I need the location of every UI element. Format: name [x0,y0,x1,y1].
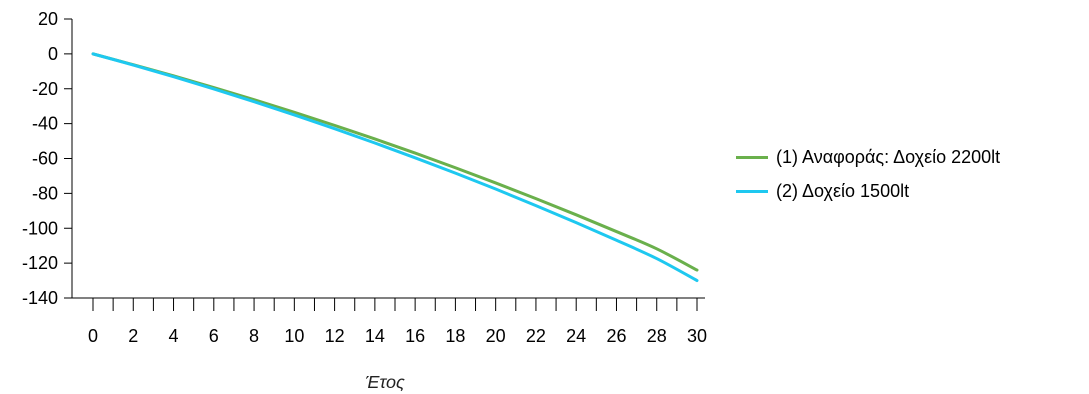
legend-item-series-1: (1) Αναφοράς: Δοχείο 2200lt [736,140,1000,174]
y-tick-label: 20 [38,9,58,29]
y-tick-label: -80 [32,183,58,203]
y-tick-label: -40 [32,114,58,134]
x-tick-label: 24 [566,326,586,346]
y-tick-label: -140 [22,288,58,308]
legend: (1) Αναφοράς: Δοχείο 2200lt (2) Δοχείο 1… [736,140,1000,208]
y-tick-label: 0 [48,44,58,64]
series-lines [91,52,699,283]
legend-swatch-series-2 [736,189,768,193]
x-tick-label: 8 [249,326,259,346]
x-tick-label: 14 [365,326,385,346]
x-tick-label: 20 [486,326,506,346]
x-tick-label: 16 [405,326,425,346]
legend-item-series-2: (2) Δοχείο 1500lt [736,174,1000,208]
x-tick-label: 4 [169,326,179,346]
x-tick-label: 6 [209,326,219,346]
x-tick-label: 18 [445,326,465,346]
y-tick-label: -120 [22,253,58,273]
x-tick-label: 10 [284,326,304,346]
x-tick-label: 26 [606,326,626,346]
x-axis-title: Έτος [365,372,405,392]
y-tick-label: -20 [32,79,58,99]
legend-label-series-2: (2) Δοχείο 1500lt [776,180,910,201]
x-tick-label: 2 [128,326,138,346]
y-tick-label: -60 [32,149,58,169]
x-tick-label: 30 [687,326,707,346]
y-tick-label: -100 [22,218,58,238]
x-tick-label: 12 [325,326,345,346]
x-tick-label: 22 [526,326,546,346]
legend-swatch-series-1 [736,155,768,159]
x-tick-label: 0 [88,326,98,346]
series-line-2 [91,52,699,283]
x-axis-ticks: 0 2 4 6 8 10 12 14 16 18 20 22 24 26 28 30 [88,298,707,346]
x-tick-label: 28 [647,326,667,346]
legend-label-series-1: (1) Αναφοράς: Δοχείο 2200lt [776,146,1001,167]
y-axis-ticks: 20 0 -20 -40 -60 -80 -100 -120 -140 [22,9,72,308]
series-line-1 [91,52,699,272]
